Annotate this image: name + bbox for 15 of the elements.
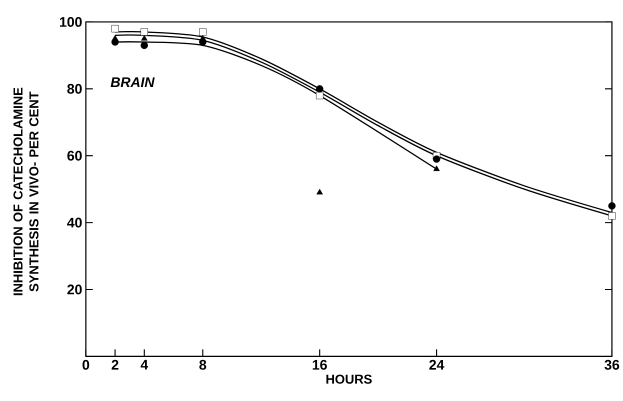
x-axis-title: HOURS bbox=[326, 374, 372, 384]
y-tick-label: 40 bbox=[67, 218, 82, 228]
annotation: BRAIN bbox=[110, 77, 155, 87]
x-tick-label: 8 bbox=[199, 360, 206, 370]
x-tick-label: 24 bbox=[429, 360, 444, 370]
x-tick-label: 36 bbox=[604, 360, 620, 370]
x-tick-label: 4 bbox=[140, 360, 148, 370]
x-tick-label: 2 bbox=[112, 360, 118, 370]
x-tick-label: 0 bbox=[82, 360, 90, 370]
x-tick-label: 16 bbox=[312, 360, 327, 370]
y-axis-title: INHIBITION OF CATECHOLAMINE SYNTHESIS IN VIVO- PER CENT bbox=[13, 88, 38, 296]
y-tick-label: 80 bbox=[67, 84, 82, 94]
y-tick-label: 100 bbox=[60, 16, 82, 27]
y-tick-label: 60 bbox=[67, 150, 82, 161]
y-tick-label: 20 bbox=[67, 284, 82, 294]
